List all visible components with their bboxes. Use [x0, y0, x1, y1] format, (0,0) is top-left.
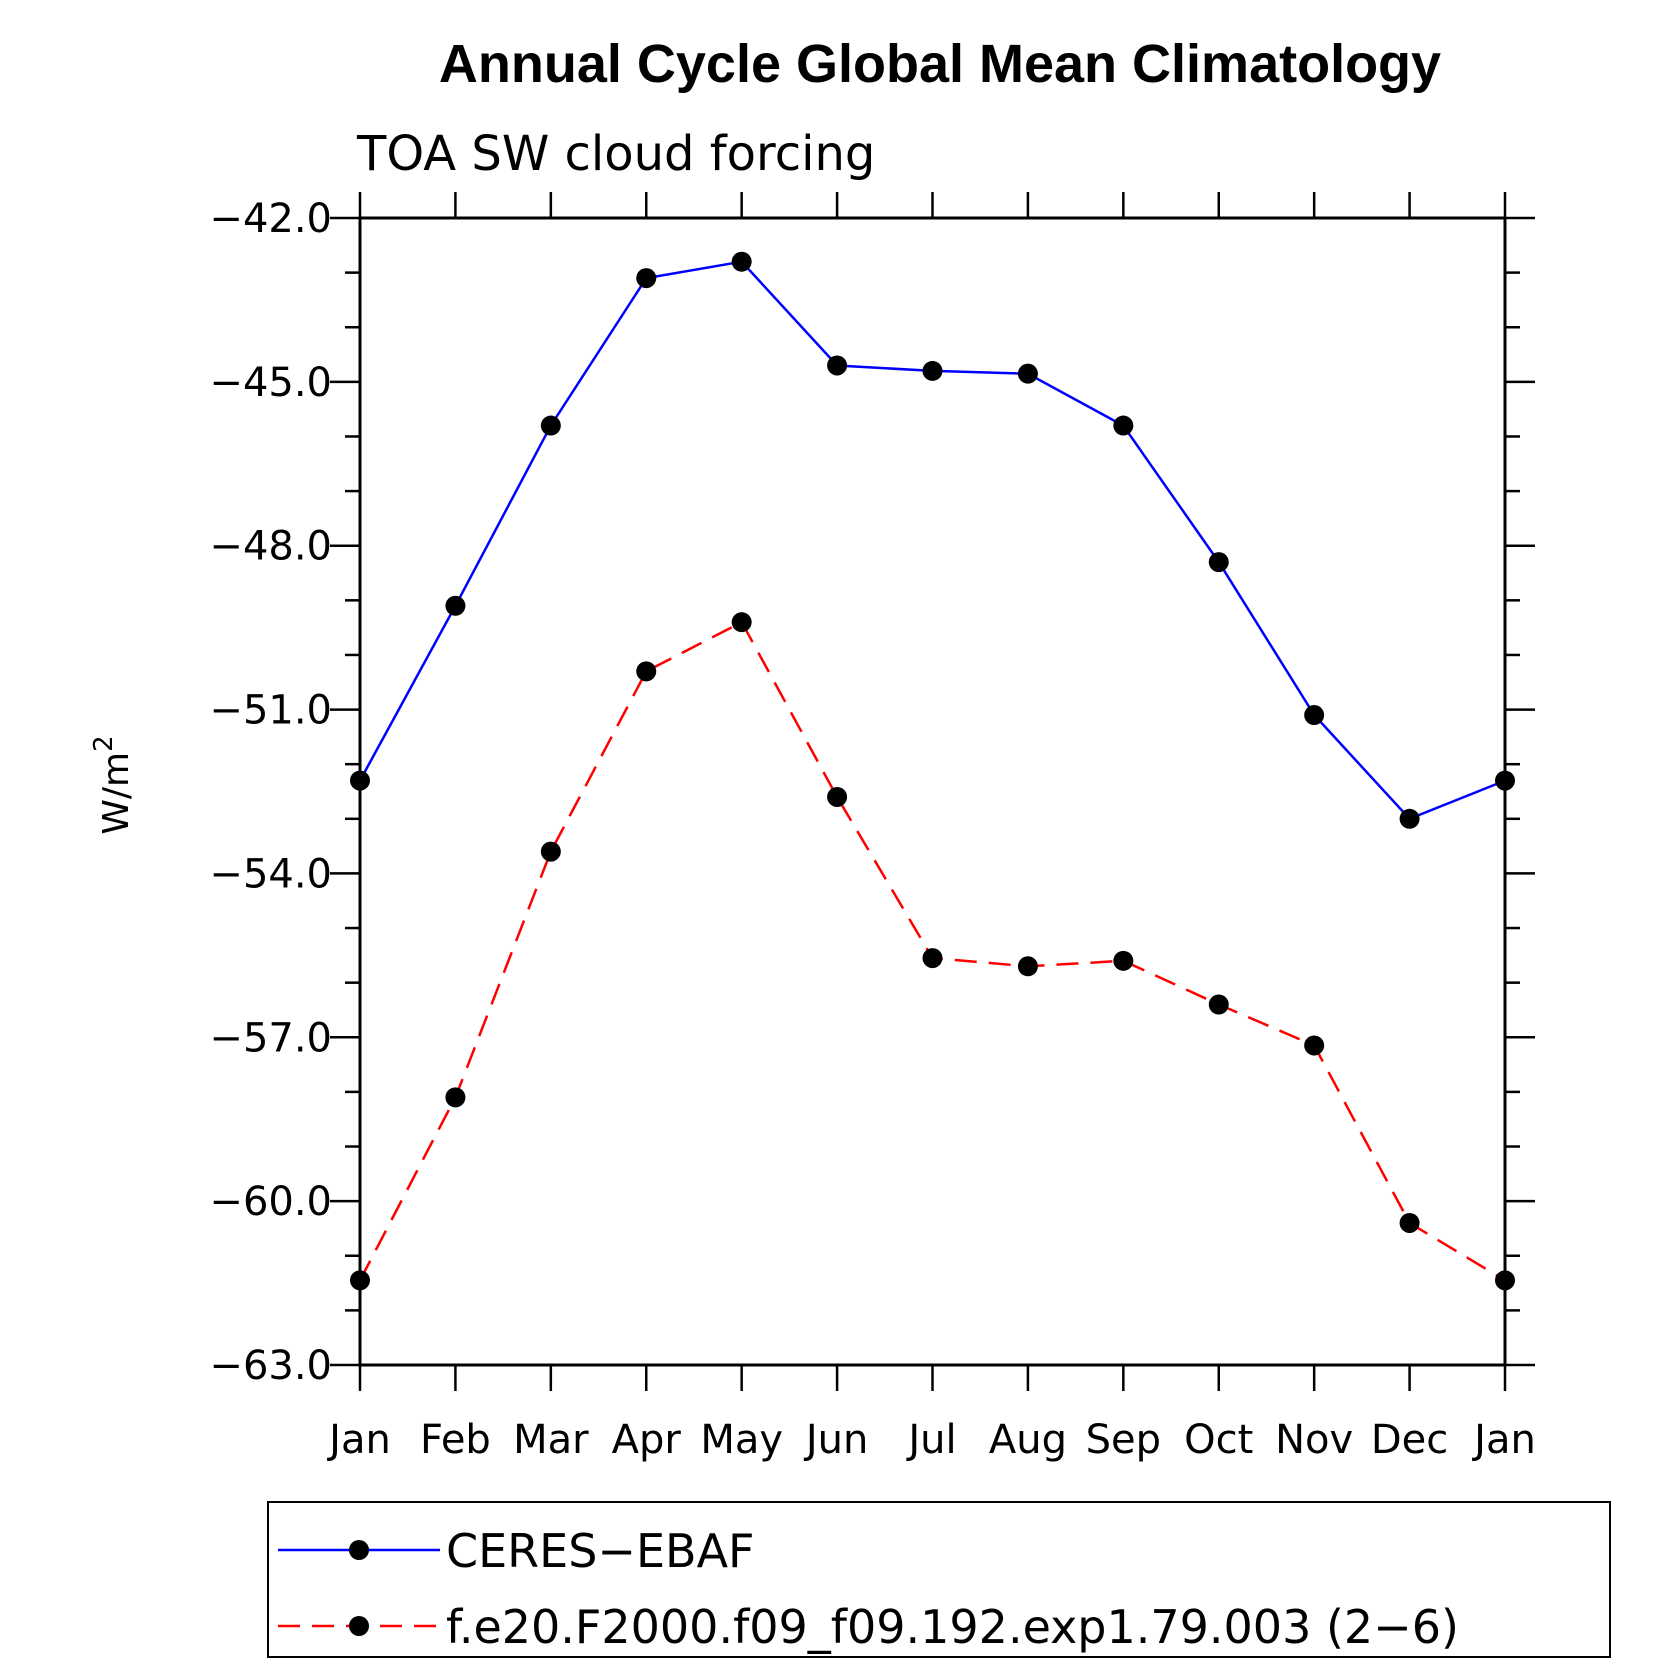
- x-tick-label: Jan: [326, 1417, 391, 1463]
- data-point: [1399, 808, 1420, 829]
- y-tick-label: −60.0: [209, 1179, 332, 1225]
- x-tick-label: May: [700, 1417, 783, 1463]
- x-tick-label: Jun: [803, 1417, 869, 1463]
- data-point: [1399, 1212, 1420, 1233]
- x-tick-label: Aug: [989, 1417, 1067, 1463]
- legend-box: [267, 1501, 1611, 1658]
- data-point: [1113, 950, 1134, 971]
- y-axis-label: W/m2: [89, 735, 137, 834]
- legend-marker: [349, 1616, 369, 1636]
- data-point: [1017, 363, 1038, 384]
- x-tick-label: Feb: [420, 1417, 491, 1463]
- data-point: [1495, 770, 1515, 791]
- data-point: [1304, 705, 1325, 726]
- x-tick-label: Mar: [513, 1417, 589, 1463]
- data-point: [1208, 994, 1229, 1015]
- series-layer: [350, 251, 1515, 1291]
- legend-item: f.e20.F2000.f09_f09.192.exp1.79.003 (2−6…: [278, 1600, 1459, 1654]
- data-point: [922, 360, 943, 381]
- data-point: [540, 841, 561, 862]
- y-tick-label: −45.0: [209, 360, 332, 406]
- y-tick-label: −48.0: [209, 524, 332, 570]
- x-tick-label: Apr: [612, 1417, 682, 1463]
- x-tick-label: Nov: [1275, 1417, 1353, 1463]
- x-tick-label: Jul: [905, 1417, 956, 1463]
- data-point: [827, 355, 848, 376]
- y-tick-label: −42.0: [209, 196, 332, 242]
- y-tick-label: −51.0: [209, 688, 332, 734]
- data-point: [636, 661, 657, 682]
- chart-title: Annual Cycle Global Mean Climatology: [439, 34, 1441, 94]
- y-tick-label: −63.0: [209, 1343, 332, 1389]
- data-point: [731, 612, 752, 633]
- plot-border: [358, 216, 1507, 1367]
- legend: CERES−EBAF f.e20.F2000.f09_f09.192.exp1.7…: [267, 1501, 1611, 1658]
- data-point: [827, 786, 848, 807]
- x-axis: Jan Feb Mar Apr May Jun Jul Aug Sep Oct Nov Dec Jan: [326, 192, 1536, 1463]
- legend-label: f.e20.F2000.f09_f09.192.exp1.79.003 (2−6…: [446, 1600, 1459, 1654]
- x-tick-label: Sep: [1086, 1417, 1161, 1463]
- data-point: [1304, 1035, 1325, 1056]
- legend-label: CERES−EBAF: [446, 1524, 755, 1578]
- data-point: [922, 948, 943, 969]
- y-axis: −42.0 −45.0 −48.0 −51.0 −54.0 −57.0 −60.0 −63.0: [209, 196, 1535, 1389]
- y-tick-label: −57.0: [209, 1015, 332, 1061]
- data-point: [636, 268, 657, 289]
- data-point: [445, 595, 466, 616]
- plot-frame: [358, 216, 1507, 1367]
- data-point: [731, 251, 752, 272]
- data-point: [540, 415, 561, 436]
- chart-subtitle: TOA SW cloud forcing: [356, 126, 875, 182]
- legend-marker: [349, 1540, 369, 1560]
- x-tick-label: Dec: [1371, 1417, 1448, 1463]
- x-tick-label: Oct: [1184, 1417, 1253, 1463]
- series-1: [350, 251, 1515, 829]
- data-point: [1208, 552, 1229, 573]
- data-point: [445, 1087, 466, 1108]
- x-tick-label: Jan: [1471, 1417, 1536, 1463]
- y-tick-label: −54.0: [209, 851, 332, 897]
- series-2: [350, 612, 1515, 1291]
- series-line: [358, 260, 1506, 821]
- data-point: [350, 1270, 370, 1291]
- data-point: [1017, 956, 1038, 977]
- legend-item: CERES−EBAF: [278, 1524, 755, 1578]
- y-axis-label-superscript: 2: [89, 735, 119, 752]
- data-point: [350, 770, 370, 791]
- data-point: [1113, 415, 1134, 436]
- data-point: [1495, 1270, 1515, 1291]
